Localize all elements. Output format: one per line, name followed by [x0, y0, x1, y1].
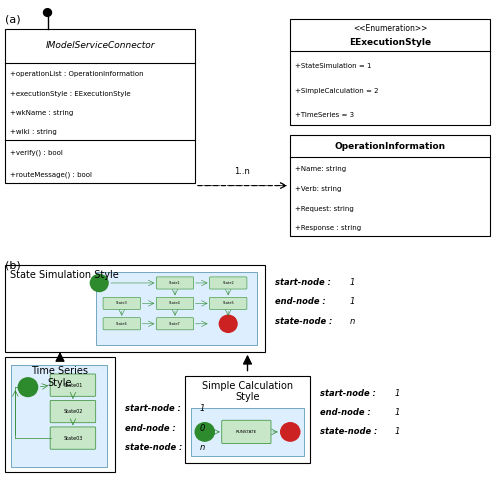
Text: <<Enumeration>>: <<Enumeration>> [353, 24, 427, 33]
Text: State3: State3 [116, 301, 128, 306]
FancyBboxPatch shape [103, 318, 141, 330]
FancyBboxPatch shape [5, 29, 195, 183]
Text: Simple Calculation
Style: Simple Calculation Style [202, 381, 293, 402]
Text: start-node :: start-node : [125, 404, 184, 413]
Text: +Verb: string: +Verb: string [295, 186, 342, 192]
Text: State5: State5 [222, 301, 234, 306]
Text: n: n [350, 317, 356, 325]
Text: State1: State1 [169, 281, 181, 285]
FancyBboxPatch shape [103, 297, 141, 309]
Text: +verify() : bool: +verify() : bool [10, 150, 63, 156]
FancyBboxPatch shape [50, 401, 96, 423]
FancyBboxPatch shape [156, 318, 194, 330]
Text: 1: 1 [395, 428, 400, 436]
Text: State4: State4 [169, 301, 181, 306]
Text: +wkName : string: +wkName : string [10, 110, 73, 116]
Text: +StateSimulation = 1: +StateSimulation = 1 [295, 63, 372, 69]
FancyBboxPatch shape [191, 408, 304, 456]
FancyBboxPatch shape [210, 277, 247, 289]
Text: +Name: string: +Name: string [295, 166, 346, 172]
Circle shape [90, 274, 108, 292]
Text: 1..n: 1..n [234, 167, 250, 176]
Text: 1: 1 [350, 297, 356, 306]
FancyBboxPatch shape [290, 19, 490, 125]
Text: state-node :: state-node : [125, 443, 185, 452]
Text: (a): (a) [5, 14, 20, 25]
Text: State03: State03 [63, 436, 82, 441]
Text: 1: 1 [395, 389, 400, 398]
Text: +TimeSeries = 3: +TimeSeries = 3 [295, 112, 354, 119]
FancyBboxPatch shape [5, 265, 265, 352]
FancyBboxPatch shape [185, 376, 310, 463]
Text: 1: 1 [395, 408, 400, 417]
FancyBboxPatch shape [222, 420, 271, 443]
Circle shape [18, 378, 38, 397]
Text: Time Series
Style: Time Series Style [32, 366, 88, 388]
Text: IModelServiceConnector: IModelServiceConnector [45, 41, 155, 51]
Text: EExecutionStyle: EExecutionStyle [349, 38, 431, 47]
FancyBboxPatch shape [156, 297, 194, 309]
FancyBboxPatch shape [210, 297, 247, 309]
Text: +Request: string: +Request: string [295, 205, 354, 212]
Text: start-node :: start-node : [320, 389, 379, 398]
Text: end-node :: end-node : [275, 297, 328, 306]
FancyBboxPatch shape [10, 365, 108, 467]
Text: State2: State2 [222, 281, 234, 285]
Text: (b): (b) [5, 260, 21, 270]
Text: +wiki : string: +wiki : string [10, 129, 57, 135]
Text: end-node :: end-node : [320, 408, 374, 417]
Text: end-node :: end-node : [125, 424, 178, 432]
Text: +SimpleCalculation = 2: +SimpleCalculation = 2 [295, 88, 378, 94]
Text: 1: 1 [350, 278, 356, 287]
FancyBboxPatch shape [5, 357, 115, 472]
FancyBboxPatch shape [50, 374, 96, 396]
Text: state-node :: state-node : [275, 317, 335, 325]
Circle shape [280, 423, 300, 441]
Text: +routeMessage() : bool: +routeMessage() : bool [10, 171, 92, 178]
Text: +executionStyle : EExecutionStyle: +executionStyle : EExecutionStyle [10, 91, 130, 97]
FancyBboxPatch shape [290, 135, 490, 236]
Text: n: n [200, 443, 205, 452]
Circle shape [44, 9, 52, 16]
Text: +Response : string: +Response : string [295, 225, 361, 231]
FancyBboxPatch shape [50, 427, 96, 449]
Text: RUNSTATE: RUNSTATE [236, 430, 257, 434]
FancyBboxPatch shape [156, 277, 194, 289]
Text: start-node :: start-node : [275, 278, 334, 287]
Text: +operationList : OperationInformation: +operationList : OperationInformation [10, 71, 143, 78]
Text: 1: 1 [200, 404, 205, 413]
Text: state-node :: state-node : [320, 428, 380, 436]
Text: State6: State6 [116, 322, 128, 326]
Text: State02: State02 [63, 409, 82, 414]
FancyBboxPatch shape [96, 272, 257, 345]
Text: State7: State7 [169, 322, 181, 326]
Text: State01: State01 [63, 383, 82, 388]
Text: OperationInformation: OperationInformation [334, 142, 446, 150]
Circle shape [195, 423, 214, 441]
Text: 0: 0 [200, 424, 205, 432]
Text: State Simulation Style: State Simulation Style [10, 270, 119, 280]
Circle shape [220, 315, 237, 332]
